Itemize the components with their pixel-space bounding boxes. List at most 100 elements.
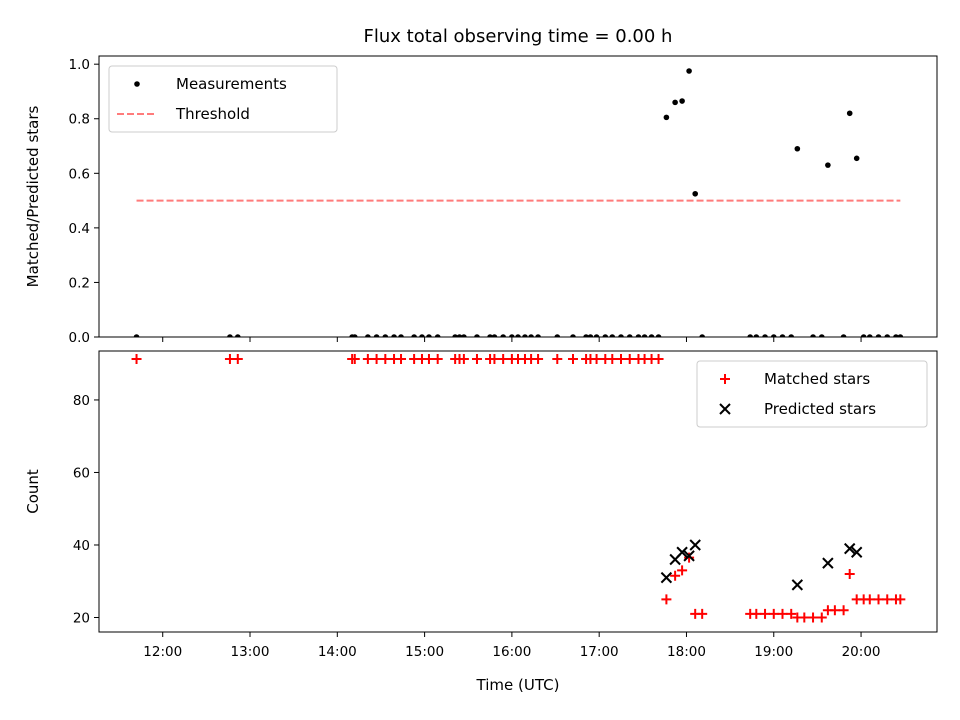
- matched-stars-point: [751, 608, 762, 619]
- matched-stars-point: [371, 353, 382, 364]
- measurements-point: [609, 334, 616, 337]
- x-tick-label: 18:00: [667, 644, 706, 660]
- matched-stars-point: [471, 353, 482, 364]
- legend-label: Predicted stars: [764, 400, 876, 418]
- legend-box: [696, 360, 928, 428]
- matched-stars-point: [624, 353, 635, 364]
- measurements-point: [626, 334, 633, 337]
- legend-matched-stars-swatch: [720, 374, 730, 384]
- predicted-stars-point: [676, 546, 688, 558]
- measurements-point: [692, 190, 699, 197]
- measurements-point: [570, 334, 576, 337]
- y-axis-label: Count: [24, 469, 42, 514]
- matched-stars-point: [816, 612, 827, 623]
- y-tick-label: 60: [73, 465, 90, 481]
- predicted-stars-point: [822, 557, 834, 569]
- measurements-point: [884, 334, 891, 337]
- measurements-point: [487, 334, 493, 337]
- matched-stars-point: [697, 608, 708, 619]
- matched-stars-point: [653, 353, 664, 364]
- measurements-point: [866, 334, 873, 337]
- measurements-point: [699, 334, 705, 337]
- measurements-point: [825, 162, 831, 168]
- bottom-panel-counts: 12:00 13:00 14:00 15:00 16:00 17:00 18:00 19:00…: [24, 350, 938, 660]
- measurements-point: [641, 334, 648, 337]
- matched-stars-point: [895, 594, 906, 605]
- matched-stars-point: [829, 605, 840, 616]
- x-tick-label: 16:00: [492, 644, 531, 660]
- measurements-point: [648, 334, 655, 337]
- x-tick-label: 20:00: [842, 644, 881, 660]
- legend-label: Measurements: [176, 75, 287, 93]
- measurements-point: [535, 334, 541, 337]
- y-tick-label: 40: [73, 538, 90, 554]
- measurements-point: [461, 334, 467, 337]
- measurements-point: [663, 114, 670, 121]
- y-axis-label: Matched/Predicted stars: [24, 106, 42, 288]
- legend-label: Threshold: [175, 105, 250, 123]
- matched-stars-point: [131, 353, 142, 364]
- matched-stars-point: [362, 353, 373, 364]
- figure-title: Flux total observing time = 0.00 h: [364, 26, 673, 47]
- matched-stars-point: [768, 608, 779, 619]
- measurements-point: [753, 334, 760, 337]
- y-tick-label: 0.2: [69, 275, 90, 291]
- matched-stars-point: [396, 353, 407, 364]
- y-tick-label: 1.0: [69, 57, 90, 73]
- matched-stars-point: [489, 353, 500, 364]
- matched-stars-point: [873, 594, 884, 605]
- y-tick-label: 0.0: [69, 330, 90, 346]
- measurements-point: [365, 334, 371, 337]
- measurements-point: [593, 334, 600, 337]
- matched-stars-point: [677, 565, 688, 576]
- measurements-point: [419, 334, 425, 337]
- x-tick-label: 12:00: [143, 644, 182, 660]
- predicted-stars-point: [850, 546, 863, 558]
- matched-stars-point: [684, 552, 695, 563]
- x-tick-label: 15:00: [405, 644, 444, 660]
- measurements-point: [846, 110, 853, 117]
- measurements-point: [491, 334, 498, 337]
- axes-frame: [98, 350, 938, 633]
- measurements-point: [618, 334, 624, 337]
- measurements-point: [655, 334, 662, 337]
- measurements-point: [474, 334, 480, 337]
- measurements-point: [818, 334, 825, 337]
- measurements-point: [853, 155, 860, 162]
- measurements-point: [602, 334, 609, 337]
- matched-stars-point: [864, 594, 875, 605]
- legend-measurements-swatch: [134, 81, 140, 87]
- matched-stars-point: [882, 594, 893, 605]
- measurements-point: [875, 334, 882, 337]
- measurements-point: [133, 334, 140, 337]
- matched-stars-point: [498, 353, 509, 364]
- measurements-point: [840, 334, 847, 337]
- matched-stars-point: [533, 353, 544, 364]
- measurements-point: [351, 334, 358, 337]
- measurements-point: [587, 334, 594, 337]
- x-tick-label: 14:00: [318, 644, 357, 660]
- measurements-point: [770, 334, 777, 337]
- measurements-point: [227, 334, 233, 337]
- measurements-point: [810, 334, 816, 337]
- measurements-point: [434, 334, 441, 337]
- measurements-point: [762, 334, 768, 337]
- x-axis-label: Time (UTC): [476, 676, 560, 694]
- matched-stars-point: [844, 568, 855, 579]
- matched-stars-point: [567, 353, 578, 364]
- y-tick-label: 0.4: [69, 221, 90, 237]
- measurements-point: [234, 334, 241, 337]
- measurements-point: [897, 334, 904, 337]
- plot-area: [133, 68, 904, 337]
- matched-stars-point: [380, 353, 391, 364]
- matched-stars-point: [808, 612, 819, 623]
- measurements-point: [635, 334, 642, 337]
- measurements-point: [411, 334, 417, 337]
- measurements-point: [672, 99, 678, 106]
- x-tick-label: 19:00: [754, 644, 793, 660]
- y-tick-label: 80: [73, 393, 90, 409]
- y-tick-label: 0.6: [69, 166, 90, 182]
- matched-stars-point: [349, 353, 360, 364]
- measurements-point: [452, 334, 458, 337]
